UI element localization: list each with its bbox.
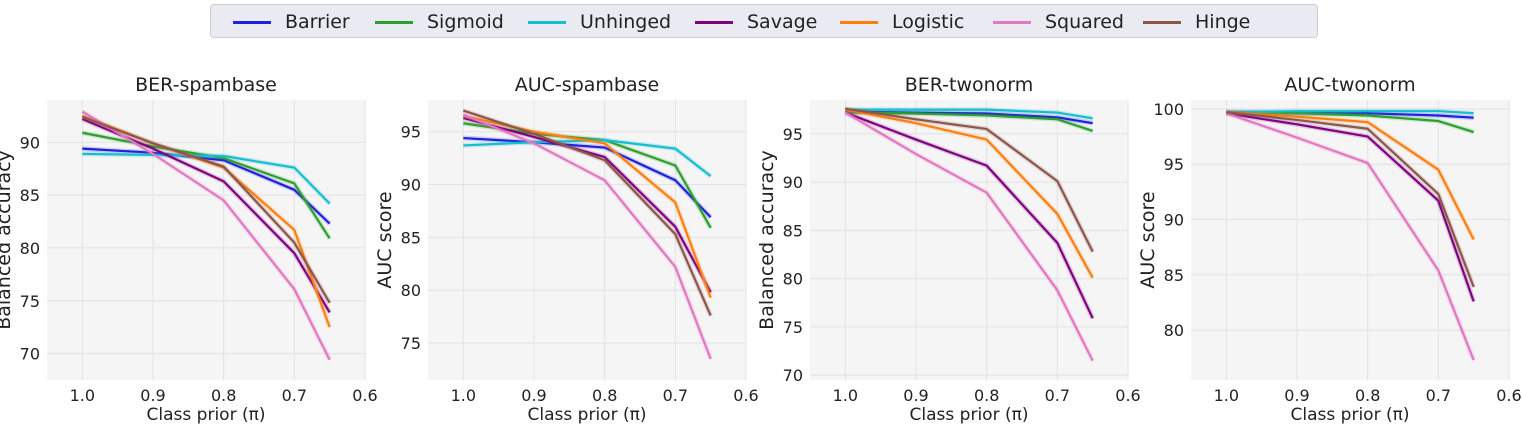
y-tick-label: 75 [20,292,40,311]
x-tick-label: 0.7 [1426,386,1451,405]
x-tick-label: 1.0 [70,386,95,405]
legend-item-barrier: Barrier [233,5,350,39]
y-tick-label: 75 [401,334,421,353]
y-tick-label: 85 [1164,266,1184,285]
y-tick-label: 70 [783,366,803,385]
x-tick-label: 0.8 [211,386,236,405]
legend-item-unhinged: Unhinged [528,5,671,39]
chart-title: BER-spambase [135,74,277,96]
x-tick-label: 0.9 [1284,386,1309,405]
y-axis-label: AUC score [374,191,396,288]
legend-item-logistic: Logistic [840,5,964,39]
legend-swatch [375,21,413,24]
legend-swatch [840,21,878,24]
charts: 1.0 0.9 0.8 0.7 0.6 70 75 80 85 90 BER-spambase Cla… [0,40,1522,441]
legend-label: Savage [747,11,817,33]
x-axis-label: Class prior (π) [1291,405,1410,425]
y-tick-label: 70 [20,345,40,364]
legend-item-hinge: Hinge [1143,5,1250,39]
y-axis-label: Balanced accuracy [0,150,15,330]
x-tick-label: 0.8 [974,386,999,405]
y-axis-label: AUC score [1137,191,1159,288]
y-tick-label: 80 [783,270,803,289]
x-tick-label: 0.6 [1115,386,1140,405]
x-tick-label: 0.9 [903,386,928,405]
y-tick-label: 80 [20,239,40,258]
legend-item-savage: Savage [695,5,817,39]
legend-swatch [233,21,271,24]
chart-title: AUC-twonorm [1284,74,1415,96]
chart-title: BER-twonorm [905,74,1034,96]
x-tick-label: 0.9 [521,386,546,405]
legend-label: Hinge [1195,11,1250,33]
chart-3: 1.0 0.9 0.8 0.7 0.6 80 85 90 95 100 AUC-twonorm Cla… [1137,74,1522,425]
y-tick-label: 75 [783,318,803,337]
y-tick-label: 85 [783,221,803,240]
legend-swatch [528,21,566,24]
legend-label: Sigmoid [427,11,504,33]
x-axis-label: Class prior (π) [910,405,1029,425]
x-tick-label: 0.7 [1045,386,1070,405]
x-tick-label: 1.0 [1214,386,1239,405]
y-tick-label: 90 [20,133,40,152]
y-tick-label: 85 [401,228,421,247]
x-tick-label: 0.9 [140,386,165,405]
y-tick-label: 100 [1153,100,1184,119]
chart-title: AUC-spambase [515,74,659,96]
y-tick-label: 80 [401,281,421,300]
legend-item-squared: Squared [993,5,1124,39]
chart-1: 1.0 0.9 0.8 0.7 0.6 75 80 85 90 95 AUC-spambase Cla… [374,74,759,425]
y-tick-label: 90 [783,173,803,192]
y-tick-label: 95 [401,123,421,142]
legend-label: Unhinged [580,11,671,33]
x-axis-label: Class prior (π) [528,405,647,425]
x-tick-label: 0.8 [1355,386,1380,405]
x-tick-label: 0.6 [1496,386,1521,405]
y-tick-label: 90 [1164,211,1184,230]
legend-swatch [1143,21,1181,24]
chart-2: 1.0 0.9 0.8 0.7 0.6 70 75 80 85 90 95 BER-twonorm Cl… [756,74,1141,425]
x-tick-label: 0.8 [592,386,617,405]
y-tick-label: 90 [401,176,421,195]
x-tick-label: 0.7 [663,386,688,405]
legend-label: Logistic [892,11,964,33]
chart-0: 1.0 0.9 0.8 0.7 0.6 70 75 80 85 90 BER-spambase Cla… [0,74,378,425]
x-tick-label: 0.6 [733,386,758,405]
legend-label: Squared [1045,11,1124,33]
y-axis-label: Balanced accuracy [756,150,778,330]
y-tick-label: 95 [1164,155,1184,174]
legend-swatch [695,21,733,24]
legend-item-sigmoid: Sigmoid [375,5,504,39]
plot-area [1191,100,1509,380]
x-tick-label: 1.0 [451,386,476,405]
y-tick-label: 95 [783,125,803,144]
y-tick-label: 85 [20,186,40,205]
x-axis-label: Class prior (π) [147,405,266,425]
y-tick-label: 80 [1164,321,1184,340]
x-tick-label: 1.0 [833,386,858,405]
legend: Barrier Sigmoid Unhinged Savage Logistic Squa… [210,4,1318,38]
x-tick-label: 0.7 [282,386,307,405]
legend-label: Barrier [285,11,350,33]
legend-swatch [993,21,1031,24]
x-tick-label: 0.6 [352,386,377,405]
